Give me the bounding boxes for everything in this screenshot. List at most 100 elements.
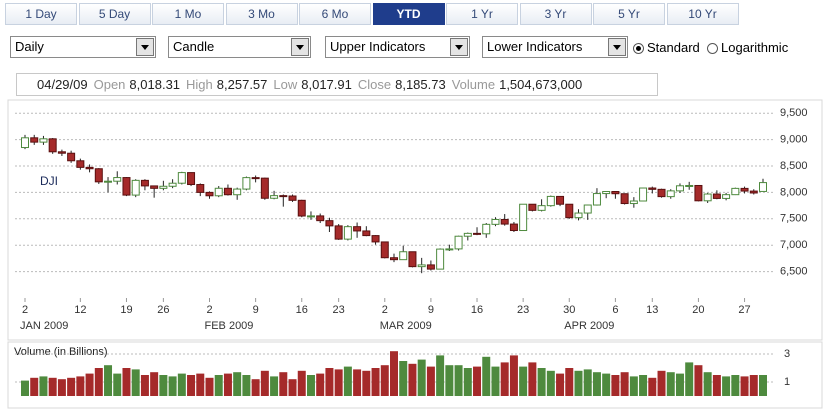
candle-body — [426, 264, 435, 270]
x-tick-label: 30 — [563, 304, 575, 316]
range-tab[interactable]: 3 Mo — [225, 3, 298, 25]
range-tab[interactable]: 3 Yr — [519, 3, 592, 25]
volume-bar — [205, 377, 214, 396]
volume-bar — [140, 375, 149, 396]
radio-option[interactable]: Logarithmic — [707, 40, 788, 56]
dropdown-arrow — [450, 38, 468, 56]
y-tick-label: 7,500 — [780, 213, 808, 225]
x-tick-label: 12 — [74, 304, 86, 316]
volume-bar — [94, 368, 103, 396]
volume-bar — [463, 368, 472, 396]
range-tab[interactable]: 5 Day — [78, 3, 151, 25]
x-tick-label: 9 — [253, 304, 259, 316]
volume-bar — [306, 375, 315, 396]
candle-body — [131, 179, 140, 196]
volume-bar — [233, 372, 242, 396]
volume-bar — [48, 377, 57, 396]
x-group-label: APR 2009 — [564, 320, 614, 332]
volume-bar — [491, 366, 500, 396]
volume-bar — [390, 351, 398, 396]
x-tick-label: 16 — [296, 304, 308, 316]
candle-body — [113, 177, 122, 182]
volume-bar — [519, 366, 528, 396]
candle-body — [21, 137, 29, 149]
volume-bar — [473, 366, 482, 396]
candle-body — [759, 182, 767, 192]
volume-bar — [242, 375, 251, 396]
candle-body — [629, 200, 638, 205]
range-tab[interactable]: 5 Yr — [593, 3, 665, 25]
price-panel — [7, 99, 823, 341]
volume-bar — [408, 363, 417, 396]
volume-bar — [196, 373, 205, 396]
volume-bar — [21, 380, 29, 396]
volume-bar — [362, 370, 371, 396]
candle-body — [583, 204, 592, 214]
volume-bar — [602, 373, 611, 396]
volume-bar — [57, 379, 66, 396]
dropdown-arrow — [608, 38, 626, 56]
x-tick-label: 27 — [738, 304, 750, 316]
quote-label: High — [186, 77, 213, 92]
candle-body — [519, 203, 528, 232]
quote-box: 04/29/09 Open 8,018.31 High 8,257.57 Low 8,017… — [16, 73, 658, 96]
candle-body — [565, 203, 574, 219]
volume-bar — [712, 375, 721, 396]
quote-value: 1,504,673,000 — [499, 77, 583, 92]
candle-body — [187, 172, 196, 186]
candle-body — [463, 232, 472, 237]
range-tab[interactable]: 6 Mo — [299, 3, 371, 25]
volume-bar — [214, 375, 223, 396]
volume-bar — [399, 361, 408, 396]
dropdown[interactable]: Daily — [10, 36, 156, 58]
candle-body — [57, 151, 66, 154]
candle-body — [67, 152, 76, 162]
candle-body — [694, 184, 703, 202]
quote-value: 8,185.73 — [395, 77, 446, 92]
candle-body — [712, 193, 721, 199]
candle-body — [104, 180, 113, 183]
radio-option[interactable]: Standard — [633, 40, 700, 56]
x-tick-label: 20 — [692, 304, 704, 316]
range-tab[interactable]: 1 Mo — [152, 3, 224, 25]
candle-body — [242, 177, 251, 190]
volume-bar — [546, 370, 555, 396]
volume-bar — [279, 372, 288, 396]
x-tick-label: 16 — [471, 304, 483, 316]
volume-bar — [657, 370, 666, 396]
dropdown[interactable]: Upper Indicators — [325, 36, 470, 58]
dropdown[interactable]: Candle — [168, 36, 311, 58]
volume-bar — [168, 376, 177, 396]
volume-bar — [122, 368, 131, 396]
volume-bar — [565, 368, 574, 396]
candle-body — [482, 223, 491, 235]
range-tab[interactable]: YTD — [372, 3, 445, 25]
dropdown-label: Lower Indicators — [487, 39, 583, 54]
range-tab[interactable]: 1 Day — [5, 3, 77, 25]
volume-bar — [675, 373, 684, 396]
candle-body — [233, 188, 242, 196]
x-tick-label: 23 — [333, 304, 345, 316]
volume-bar — [556, 373, 565, 396]
candle-body — [602, 191, 611, 195]
candle-body — [749, 190, 758, 194]
range-tab[interactable]: 10 Yr — [666, 3, 739, 25]
volume-bar — [648, 377, 657, 396]
candle-body — [362, 230, 371, 237]
candle-body — [196, 184, 205, 193]
volume-bar — [30, 377, 39, 396]
radio-label: Standard — [647, 40, 700, 55]
volume-bar — [288, 379, 297, 396]
volume-bar — [343, 366, 352, 396]
candle-body — [408, 251, 417, 268]
candle-body — [325, 220, 334, 227]
volume-bar — [260, 370, 269, 396]
x-tick-label: 26 — [157, 304, 169, 316]
candle-body — [205, 191, 214, 197]
radio-button — [707, 43, 718, 54]
candle-body — [177, 172, 186, 184]
range-tab[interactable]: 1 Yr — [446, 3, 518, 25]
dropdown[interactable]: Lower Indicators — [482, 36, 628, 58]
volume-bar — [592, 372, 601, 396]
